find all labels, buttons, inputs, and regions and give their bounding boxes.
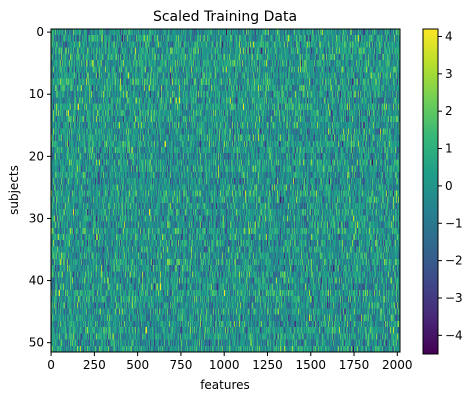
colorbar — [422, 28, 439, 355]
x-tick-label: 1000 — [209, 358, 240, 372]
x-tick-label: 1250 — [252, 358, 283, 372]
colorbar-tick-label: 1 — [445, 142, 453, 156]
x-tick-label: 750 — [169, 358, 192, 372]
colorbar-tick-label: −3 — [445, 291, 463, 305]
y-tick-label: 50 — [29, 336, 44, 350]
colorbar-tick-label: −2 — [445, 254, 463, 268]
y-axis-ticks: 0 10 20 30 40 50 — [29, 25, 51, 350]
x-tick-label: 1750 — [339, 358, 370, 372]
plot-frame — [50, 28, 401, 353]
y-axis-label: subjects — [7, 165, 21, 215]
y-tick-label: 40 — [29, 274, 44, 288]
colorbar-ticks: 4 3 2 1 0 −1 −2 −3 −4 — [438, 29, 463, 342]
colorbar-tick-label: −1 — [445, 216, 463, 230]
y-tick-label: 20 — [29, 149, 44, 163]
y-tick-label: 10 — [29, 87, 44, 101]
colorbar-tick-label: 2 — [445, 104, 453, 118]
x-axis-label: features — [200, 378, 250, 392]
colorbar-tick-label: 0 — [445, 179, 453, 193]
x-tick-label: 1500 — [295, 358, 326, 372]
colorbar-tick-label: 4 — [445, 29, 453, 43]
chart-title: Scaled Training Data — [153, 9, 297, 25]
x-tick-label: 500 — [126, 358, 149, 372]
heatmap-cells — [51, 29, 400, 352]
x-tick-label: 2000 — [382, 358, 413, 372]
heatmap-plot-area — [51, 29, 400, 352]
x-tick-label: 250 — [83, 358, 106, 372]
y-tick-label: 30 — [29, 211, 44, 225]
y-tick-label: 0 — [36, 25, 44, 39]
colorbar-tick-label: 3 — [445, 67, 453, 81]
colorbar-tick-label: −4 — [445, 328, 463, 342]
x-axis-ticks: 0 250 500 750 1000 1250 1500 1750 2000 — [47, 352, 413, 372]
x-tick-label: 0 — [47, 358, 55, 372]
